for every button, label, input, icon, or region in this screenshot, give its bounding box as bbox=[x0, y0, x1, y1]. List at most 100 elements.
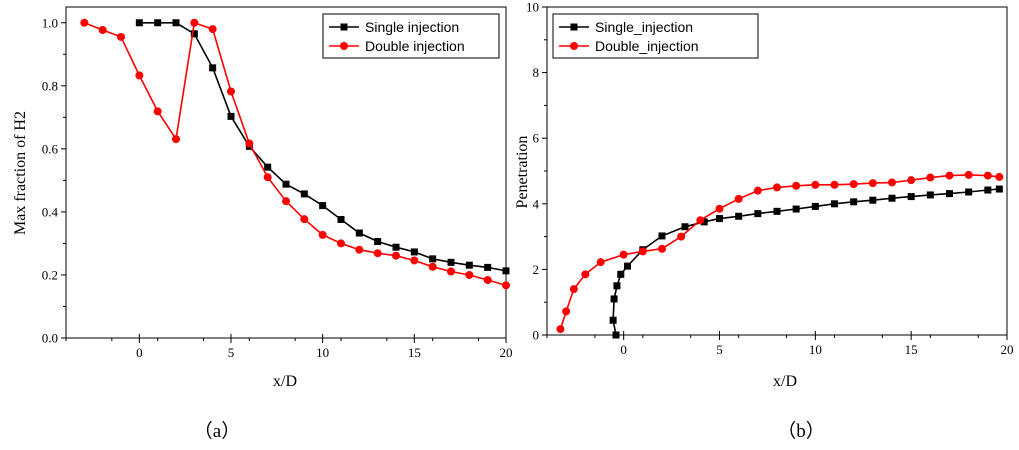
data-point-circle bbox=[658, 244, 666, 253]
data-point-circle bbox=[282, 197, 290, 206]
chart-panel-b: 0 5 10 15 20 0 2 4 6 8 10 x/D Penetration Single_inje… bbox=[514, 0, 1014, 442]
data-point-circle bbox=[811, 180, 820, 189]
data-point-square bbox=[447, 258, 455, 266]
data-point-square bbox=[700, 218, 708, 226]
data-point-circle bbox=[172, 135, 180, 144]
x-tick-label: 10 bbox=[809, 342, 822, 357]
data-point-circle bbox=[569, 285, 578, 294]
data-point-square bbox=[319, 202, 327, 210]
data-point-square bbox=[465, 261, 473, 269]
data-point-circle bbox=[773, 183, 781, 192]
data-point-square bbox=[410, 248, 418, 256]
x-tick-label: 0 bbox=[620, 342, 627, 357]
y-tick-label: 0.8 bbox=[42, 78, 58, 93]
y-tick-label: 0.2 bbox=[42, 267, 58, 282]
legend-label: Single injection bbox=[365, 19, 459, 35]
data-point-square bbox=[227, 112, 235, 120]
data-point-circle bbox=[483, 275, 492, 284]
data-point-circle bbox=[995, 172, 1004, 181]
data-point-square bbox=[617, 270, 625, 278]
data-point-circle bbox=[373, 249, 382, 258]
data-point-circle bbox=[907, 176, 916, 185]
data-point-circle bbox=[830, 180, 839, 189]
data-point-circle bbox=[337, 239, 345, 248]
y-tick-label: 0.0 bbox=[42, 331, 58, 346]
data-point-square bbox=[716, 215, 723, 223]
legend: Single injection Double injection bbox=[322, 13, 500, 59]
data-point-square bbox=[965, 188, 973, 196]
data-point-square bbox=[300, 190, 308, 198]
x-axis-label: x/D bbox=[273, 373, 297, 390]
data-point-square bbox=[135, 19, 143, 27]
plot-frame bbox=[65, 6, 507, 339]
data-point-square bbox=[946, 190, 953, 198]
legend-box bbox=[552, 13, 759, 59]
data-point-square bbox=[995, 185, 1003, 193]
data-point-circle bbox=[392, 251, 400, 260]
data-point-circle bbox=[502, 281, 510, 290]
legend-label: Double injection bbox=[365, 38, 465, 54]
data-point-square bbox=[610, 295, 618, 303]
series-double bbox=[556, 170, 1004, 334]
data-point-square bbox=[392, 243, 400, 251]
data-point-circle bbox=[410, 256, 419, 265]
data-point-circle bbox=[696, 216, 705, 225]
data-point-circle bbox=[245, 139, 254, 148]
data-point-square bbox=[613, 282, 621, 290]
series-single bbox=[609, 185, 1003, 339]
data-point-square bbox=[429, 255, 437, 263]
x-tick-label: 10 bbox=[316, 345, 329, 360]
y-tick-label: 1.0 bbox=[42, 15, 58, 30]
data-point-square bbox=[374, 238, 382, 246]
y-tick-label: 4 bbox=[533, 196, 540, 211]
data-point-circle bbox=[227, 87, 235, 96]
data-point-square bbox=[926, 191, 934, 199]
data-point-circle bbox=[888, 178, 896, 187]
panel-caption: （b） bbox=[777, 420, 825, 442]
y-axis-label: Penetration bbox=[514, 136, 531, 209]
data-point-square bbox=[154, 19, 162, 27]
x-tick-label: 20 bbox=[1001, 342, 1014, 357]
legend-entry: Double injection bbox=[329, 38, 465, 54]
legend-marker-square bbox=[340, 23, 348, 31]
chart-panel-a: 0 5 10 15 20 0.0 0.2 0.4 0.6 0.8 1.0 x/D Max fractio… bbox=[12, 6, 513, 442]
data-point-circle bbox=[263, 173, 272, 182]
data-point-circle bbox=[300, 215, 309, 224]
data-point-circle bbox=[619, 250, 628, 259]
legend-marker-circle bbox=[570, 42, 578, 50]
data-point-square bbox=[264, 163, 272, 171]
data-point-square bbox=[502, 267, 510, 275]
data-point-square bbox=[850, 198, 858, 206]
data-point-circle bbox=[428, 262, 437, 271]
data-point-circle bbox=[792, 181, 801, 190]
data-point-circle bbox=[153, 107, 162, 116]
data-point-square bbox=[355, 229, 363, 237]
data-point-square bbox=[190, 30, 198, 38]
x-tick-label: 20 bbox=[500, 345, 513, 360]
y-tick-label: 8 bbox=[533, 65, 540, 80]
panel-caption: （a） bbox=[194, 420, 240, 442]
data-point-circle bbox=[556, 325, 565, 334]
legend-marker-circle bbox=[340, 42, 348, 50]
data-point-circle bbox=[596, 258, 605, 267]
data-point-circle bbox=[638, 247, 647, 256]
data-point-square bbox=[792, 205, 800, 213]
data-point-square bbox=[811, 202, 819, 210]
data-point-square bbox=[282, 180, 290, 188]
legend-marker-square bbox=[570, 23, 578, 31]
data-point-square bbox=[773, 207, 781, 215]
data-point-square bbox=[681, 223, 689, 231]
series-line bbox=[612, 188, 1000, 336]
data-point-square bbox=[612, 331, 620, 339]
data-point-square bbox=[869, 196, 877, 204]
legend-label: Single_injection bbox=[595, 19, 693, 35]
data-point-circle bbox=[715, 204, 724, 213]
data-point-square bbox=[209, 64, 217, 72]
legend-entry: Double_injection bbox=[559, 38, 699, 54]
y-tick-label: 0.6 bbox=[42, 141, 59, 156]
legend-box bbox=[322, 13, 500, 59]
x-tick-label: 15 bbox=[905, 342, 918, 357]
data-point-square bbox=[624, 262, 631, 270]
data-point-circle bbox=[98, 26, 107, 35]
